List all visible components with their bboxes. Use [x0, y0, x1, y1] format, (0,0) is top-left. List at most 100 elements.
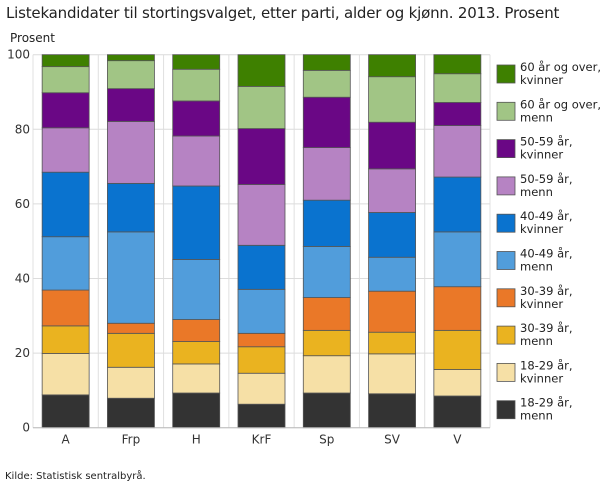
bar-segment: [433, 176, 482, 233]
bar-segment: [368, 121, 416, 170]
legend-label: 50-59 år, menn: [520, 172, 573, 199]
legend-swatch: [496, 139, 516, 159]
y-tick-label: 0: [22, 421, 30, 435]
legend-label: 40-49 år, kvinner: [520, 209, 573, 236]
legend-swatch: [496, 362, 516, 382]
legend-label: 30-39 år, kvinner: [520, 284, 573, 311]
bar-segment: [368, 212, 416, 258]
source-note: Kilde: Statistisk sentralbyrå.: [5, 471, 146, 482]
bar-segment: [302, 329, 351, 357]
bar-segment: [107, 397, 155, 429]
bar-segment: [237, 128, 286, 185]
bar-segment: [237, 346, 286, 374]
y-tick-label: 20: [15, 346, 30, 360]
bar-segment: [41, 394, 90, 429]
bar-segment: [433, 73, 482, 103]
bar-segment: [107, 332, 155, 368]
bar-segment: [368, 76, 416, 123]
bar-segment: [107, 182, 155, 233]
bar-segment: [237, 54, 286, 87]
bar-segment: [41, 236, 90, 291]
bar-segment: [41, 289, 90, 327]
bar-segment: [302, 297, 351, 331]
chart-title: Listekandidater til stortingsvalget, ett…: [6, 4, 560, 22]
bar-segment: [237, 288, 286, 334]
bar-segment: [107, 54, 155, 62]
x-tick-label: V: [453, 433, 462, 447]
bar-segment: [302, 392, 351, 429]
x-tick-label: Frp: [122, 433, 141, 447]
x-tick-label: A: [62, 433, 71, 447]
legend-label: 40-49 år, menn: [520, 247, 573, 274]
bar-segment: [237, 332, 286, 348]
bar-segment: [172, 100, 221, 137]
bar-segment: [368, 168, 416, 213]
y-tick-label: 60: [15, 197, 30, 211]
bar-segment: [302, 54, 351, 71]
legend-label: 60 år og over, menn: [520, 97, 601, 124]
bar-segment: [107, 88, 155, 122]
bar-segment: [368, 54, 416, 78]
legend-swatch: [496, 101, 516, 121]
legend-swatch: [496, 64, 516, 84]
bar-segment: [302, 246, 351, 298]
legend-swatch: [496, 176, 516, 196]
bar-segment: [433, 369, 482, 397]
legend-swatch: [496, 288, 516, 308]
legend-label: 50-59 år, kvinner: [520, 135, 573, 162]
legend-label: 60 år og over, kvinner: [520, 60, 601, 87]
bar-segment: [107, 121, 155, 184]
bar-segment: [433, 54, 482, 75]
legend-swatch: [496, 251, 516, 270]
bar-segment: [41, 66, 90, 94]
bar-segment: [41, 127, 90, 173]
x-tick-label: KrF: [252, 433, 272, 447]
bar-segment: [41, 325, 90, 354]
bar-segment: [433, 329, 482, 370]
bar-segment: [433, 395, 482, 429]
x-tick-label: H: [192, 433, 201, 447]
bar-segment: [41, 54, 90, 68]
legend-label: 30-39 år, menn: [520, 321, 573, 348]
bar-segment: [368, 353, 416, 395]
bar-segment: [368, 393, 416, 429]
y-tick-label: 80: [15, 122, 30, 136]
bar-segment: [172, 363, 221, 394]
legend-swatch: [496, 325, 516, 345]
y-axis-label: Prosent: [10, 31, 55, 45]
bar-segment: [172, 259, 221, 320]
bar-segment: [107, 231, 155, 324]
bar-segment: [433, 286, 482, 331]
bar-segment: [41, 353, 90, 396]
bar-segment: [302, 147, 351, 201]
bar-segment: [368, 290, 416, 333]
bar-segment: [41, 171, 90, 238]
bar-segment: [237, 403, 286, 429]
x-tick-label: SV: [384, 433, 401, 447]
legend-label: 18-29 år, menn: [520, 396, 573, 423]
bar-segment: [302, 199, 351, 247]
bar-segment: [433, 231, 482, 288]
legend-swatch: [496, 213, 516, 233]
bar-segment: [302, 69, 351, 98]
bar-segment: [172, 392, 221, 429]
bar-segment: [172, 68, 221, 102]
bar-segment: [172, 341, 221, 365]
bar-segment: [433, 125, 482, 178]
bar-segment: [237, 244, 286, 290]
bar-segment: [172, 319, 221, 342]
bar-segment: [172, 185, 221, 260]
bar-segment: [107, 60, 155, 90]
bar-segment: [41, 92, 90, 129]
bar-segment: [302, 96, 351, 148]
bar-segment: [172, 54, 221, 70]
bar-segment: [237, 372, 286, 405]
bar-segment: [302, 355, 351, 394]
bar-segment: [433, 102, 482, 126]
bar-segment: [107, 366, 155, 399]
bar-segment: [107, 322, 155, 334]
bar-segment: [368, 256, 416, 292]
y-tick-label: 100: [7, 48, 30, 62]
bar-segment: [368, 331, 416, 355]
